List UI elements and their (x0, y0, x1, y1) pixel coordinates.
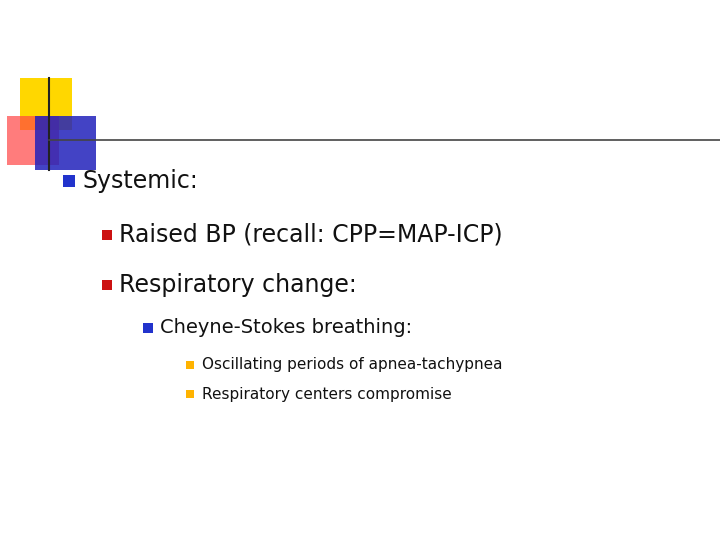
Point (143, 323, 154, 332)
Text: Cheyne-Stokes breathing:: Cheyne-Stokes breathing: (160, 318, 412, 338)
Text: Respiratory centers compromise: Respiratory centers compromise (202, 387, 451, 402)
Point (63, 177, 75, 185)
Point (101, 281, 112, 289)
FancyBboxPatch shape (20, 78, 72, 130)
Point (101, 231, 112, 239)
Text: Systemic:: Systemic: (83, 169, 199, 193)
Text: Oscillating periods of apnea-tachypnea: Oscillating periods of apnea-tachypnea (202, 357, 502, 372)
Text: Raised BP (recall: CPP=MAP-ICP): Raised BP (recall: CPP=MAP-ICP) (119, 223, 503, 247)
Text: Respiratory change:: Respiratory change: (119, 273, 356, 297)
FancyBboxPatch shape (35, 116, 96, 170)
Point (184, 360, 196, 369)
FancyBboxPatch shape (7, 116, 59, 165)
Point (184, 390, 196, 399)
